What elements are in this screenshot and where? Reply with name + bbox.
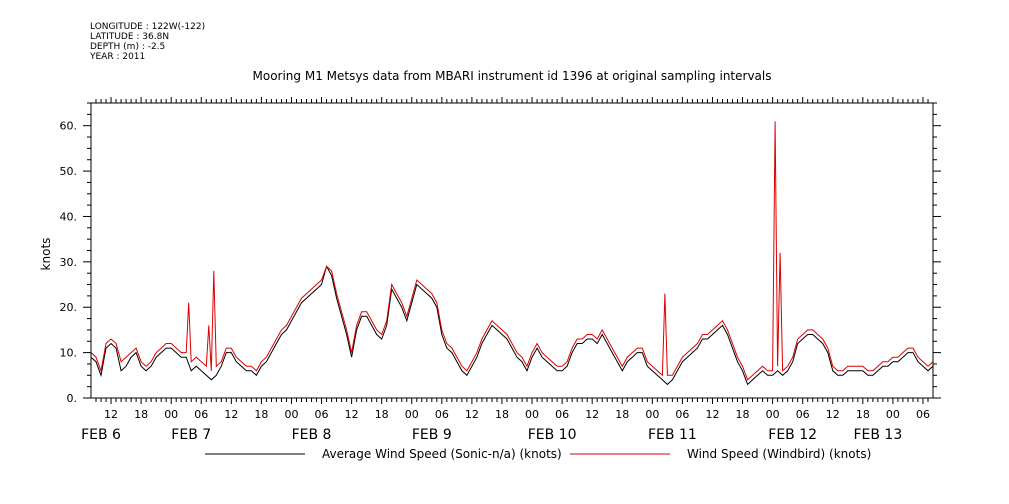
x-tick-label: 18	[134, 408, 148, 421]
x-tick-label: 12	[104, 408, 118, 421]
x-tick-label: 12	[705, 408, 719, 421]
x-tick-label: 18	[856, 408, 870, 421]
y-axis-label: knots	[39, 238, 53, 271]
x-tick-label: 06	[916, 408, 930, 421]
depth-text: DEPTH (m) : -2.5	[90, 42, 166, 52]
day-label: FEB 11	[648, 427, 697, 443]
x-tick-label: 06	[315, 408, 329, 421]
x-tick-label: 00	[886, 408, 900, 421]
x-tick-label: 12	[345, 408, 359, 421]
y-tick-label: 40.	[60, 210, 78, 223]
series-line-windbird-wind-speed	[90, 121, 934, 381]
x-tick-label: 00	[284, 408, 298, 421]
day-label: FEB 13	[853, 427, 902, 443]
latitude-text: LATITUDE : 36.8N	[90, 32, 170, 42]
x-tick-label: 12	[585, 408, 599, 421]
x-tick-label: 18	[736, 408, 750, 421]
day-label: FEB 6	[81, 427, 121, 443]
series-line-average-wind-speed	[90, 265, 934, 386]
x-tick-label: 12	[465, 408, 479, 421]
x-tick-label: 06	[675, 408, 689, 421]
x-tick-label: 18	[495, 408, 509, 421]
y-tick-labels: 0. 10. 20. 30. 40. 50. 60.	[60, 120, 78, 405]
y-tick-label: 30.	[60, 256, 78, 269]
x-tick-label: 06	[435, 408, 449, 421]
x-tick-label: 00	[766, 408, 780, 421]
x-tick-label: 12	[826, 408, 840, 421]
day-label: FEB 9	[412, 427, 452, 443]
legend-label-red: Wind Speed (Windbird) (knots)	[687, 447, 871, 461]
x-tick-label: 18	[615, 408, 629, 421]
day-labels: FEB 6 FEB 7 FEB 8 FEB 9 FEB 10 FEB 11 FEB 12 FE…	[81, 427, 902, 443]
day-label: FEB 12	[768, 427, 817, 443]
axis-ticks	[83, 97, 941, 404]
y-tick-label: 50.	[60, 165, 78, 178]
x-tick-label: 06	[796, 408, 810, 421]
metadata-block: LONGITUDE : 122W(-122) LATITUDE : 36.8N …	[90, 22, 205, 62]
legend-label-black: Average Wind Speed (Sonic-n/a) (knots)	[322, 447, 562, 461]
year-text: YEAR : 2011	[90, 52, 146, 62]
series-lines	[90, 121, 934, 386]
x-tick-label: 00	[645, 408, 659, 421]
chart-title: Mooring M1 Metsys data from MBARI instru…	[253, 69, 772, 83]
x-tick-label: 00	[405, 408, 419, 421]
y-tick-label: 60.	[60, 120, 78, 133]
day-label: FEB 8	[292, 427, 332, 443]
x-tick-label: 00	[525, 408, 539, 421]
x-tick-label: 18	[254, 408, 268, 421]
x-tick-label: 00	[164, 408, 178, 421]
x-tick-label: 06	[194, 408, 208, 421]
y-tick-label: 0.	[67, 392, 78, 405]
longitude-text: LONGITUDE : 122W(-122)	[90, 22, 206, 32]
x-tick-label: 12	[224, 408, 238, 421]
legend: Average Wind Speed (Sonic-n/a) (knots) W…	[205, 447, 871, 461]
x-tick-label: 18	[375, 408, 389, 421]
day-label: FEB 10	[528, 427, 577, 443]
x-tick-label: 06	[555, 408, 569, 421]
day-label: FEB 7	[171, 427, 211, 443]
plot-frame	[90, 102, 934, 399]
x-tick-labels: 12 18 00 06 12 18 00 06 12 18 00 06 12 18 00 06 12 18 00 06…	[104, 408, 930, 421]
y-tick-label: 10.	[60, 347, 78, 360]
y-tick-label: 20.	[60, 301, 78, 314]
